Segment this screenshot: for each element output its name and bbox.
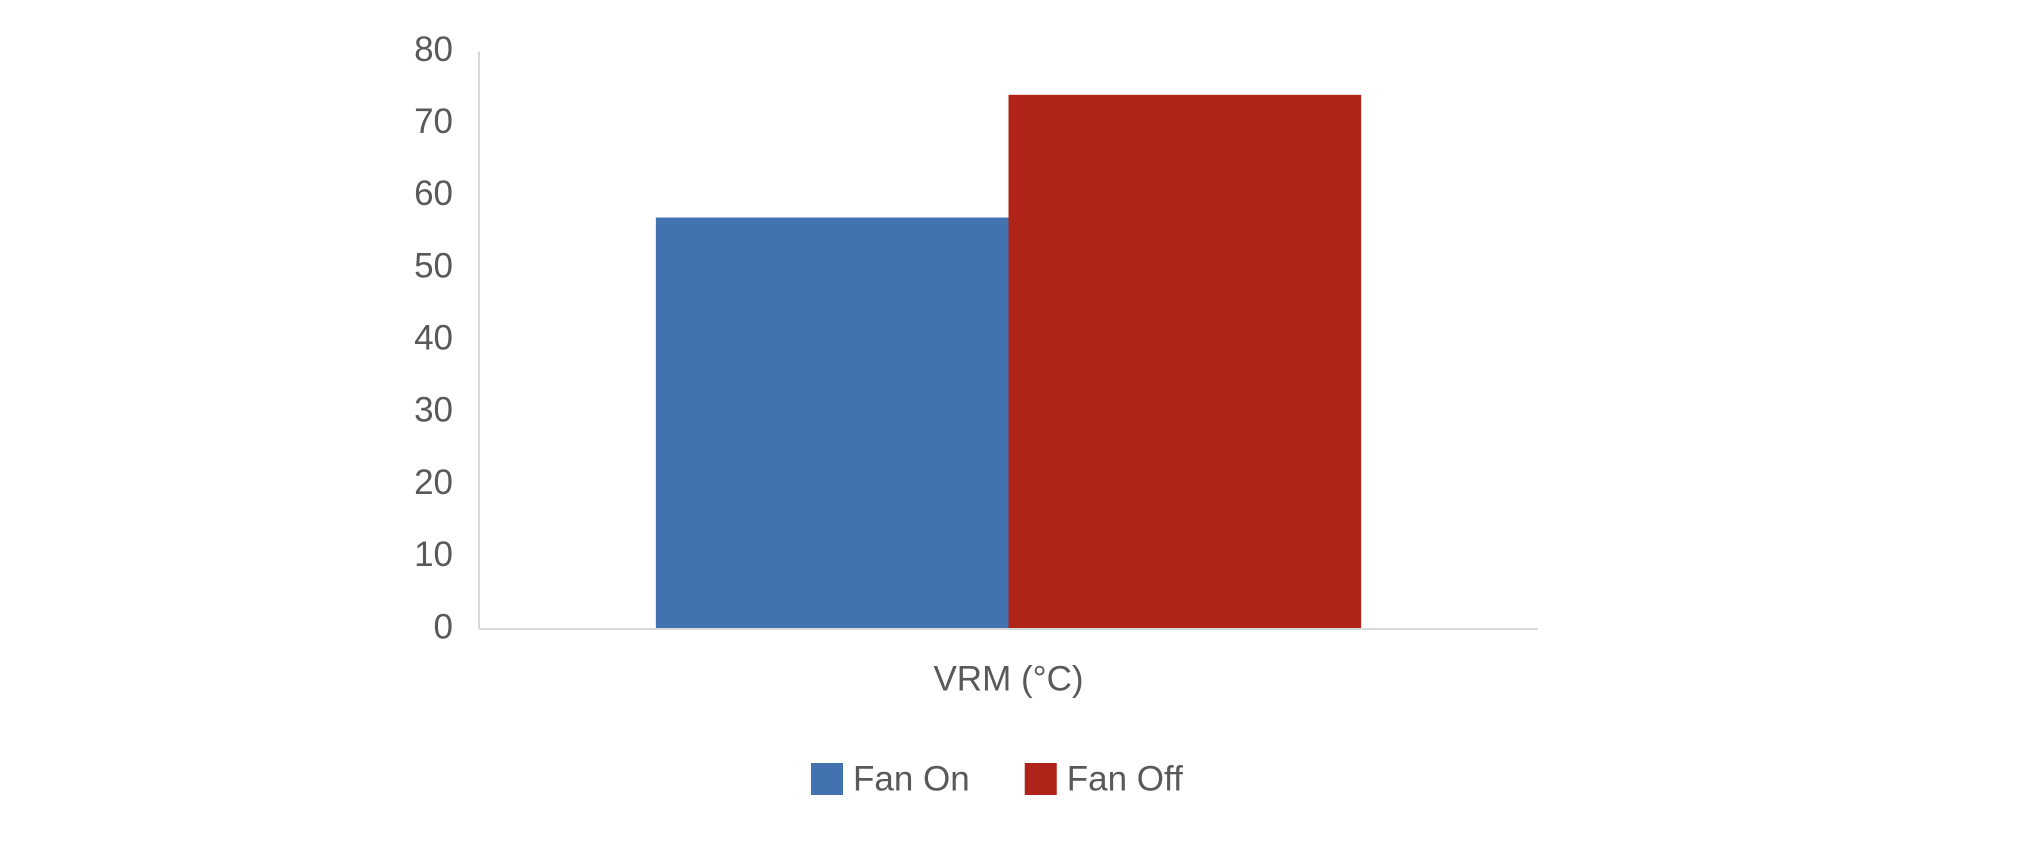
y-tick-label: 80	[414, 30, 453, 69]
y-tick-label: 60	[414, 174, 453, 213]
bar	[1008, 94, 1362, 629]
y-tick-label: 50	[414, 246, 453, 285]
y-tick-label: 10	[414, 535, 453, 574]
x-tick-label: VRM (°C)	[933, 659, 1083, 698]
legend-swatch	[1024, 763, 1057, 795]
bar	[655, 217, 1009, 629]
y-tick-label: 0	[434, 607, 453, 646]
legend-label: Fan On	[853, 759, 970, 798]
y-tick-label: 70	[414, 102, 453, 141]
legend-swatch	[811, 763, 843, 795]
y-tick-label: 40	[414, 319, 453, 358]
y-tick-label: 30	[414, 391, 453, 430]
legend-label: Fan Off	[1067, 759, 1183, 798]
y-tick-label: 20	[414, 463, 453, 502]
